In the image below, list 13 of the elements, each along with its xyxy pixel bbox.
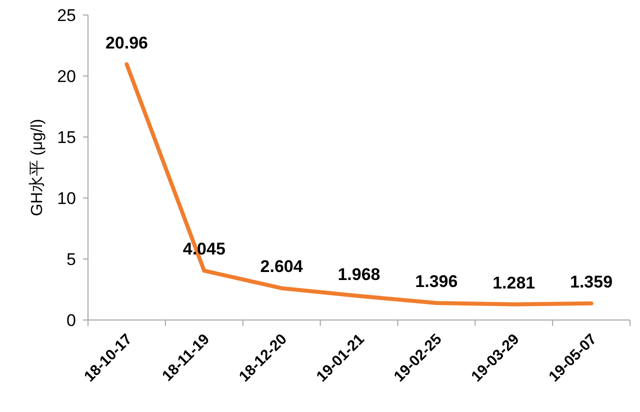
y-tick-label: 25 xyxy=(57,6,76,25)
y-tick-label: 15 xyxy=(57,128,76,147)
data-label: 1.281 xyxy=(492,273,536,292)
y-tick-label: 20 xyxy=(57,67,76,86)
y-tick-label: 5 xyxy=(66,250,76,269)
data-label: 1.968 xyxy=(338,264,380,284)
data-label: 1.396 xyxy=(415,272,458,291)
y-tick-label: 0 xyxy=(66,311,76,330)
data-label: 1.359 xyxy=(570,272,613,292)
data-label: 2.604 xyxy=(260,257,304,276)
y-tick-label: 10 xyxy=(57,189,76,208)
y-axis-title: GH水平 (μg/l) xyxy=(28,118,46,216)
data-label: 20.96 xyxy=(105,33,148,52)
